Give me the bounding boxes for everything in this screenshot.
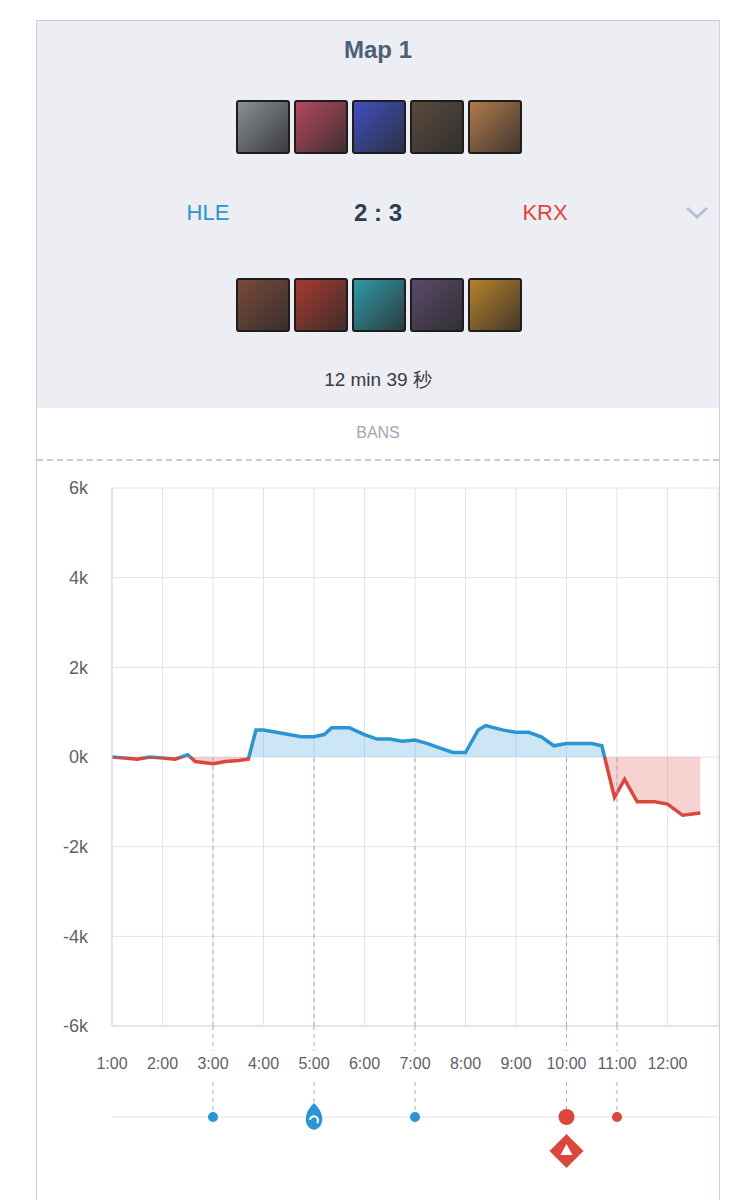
svg-text:4k: 4k [69,568,89,588]
svg-text:11:00: 11:00 [598,1055,637,1072]
svg-text:2:00: 2:00 [147,1055,178,1072]
html-text:KRX: KRX [522,200,568,225]
svg-text:6k: 6k [69,478,89,498]
svg-text:12:00: 12:00 [647,1055,687,1072]
html-text:Map 1: Map 1 [344,36,412,63]
svg-text:-4k: -4k [63,927,89,947]
svg-text:1:00: 1:00 [96,1055,127,1072]
html-text:HLE: HLE [186,200,230,225]
svg-text:-6k: -6k [63,1016,89,1036]
svg-text:10:00: 10:00 [546,1055,586,1072]
svg-text:7:00: 7:00 [399,1055,430,1072]
svg-text:4:00: 4:00 [248,1055,279,1072]
svg-text:2k: 2k [69,658,89,678]
html-text:BANS: BANS [356,424,400,441]
svg-text:5:00: 5:00 [298,1055,329,1072]
svg-text:3:00: 3:00 [197,1055,228,1072]
svg-text:-2k: -2k [63,837,89,857]
svg-text:0k: 0k [69,747,89,767]
html-text:2 : 3: 2 : 3 [354,199,402,226]
svg-text:9:00: 9:00 [500,1055,531,1072]
svg-text:6:00: 6:00 [349,1055,380,1072]
html-text:12 min 39 秒: 12 min 39 秒 [324,369,432,390]
svg-text:8:00: 8:00 [450,1055,481,1072]
